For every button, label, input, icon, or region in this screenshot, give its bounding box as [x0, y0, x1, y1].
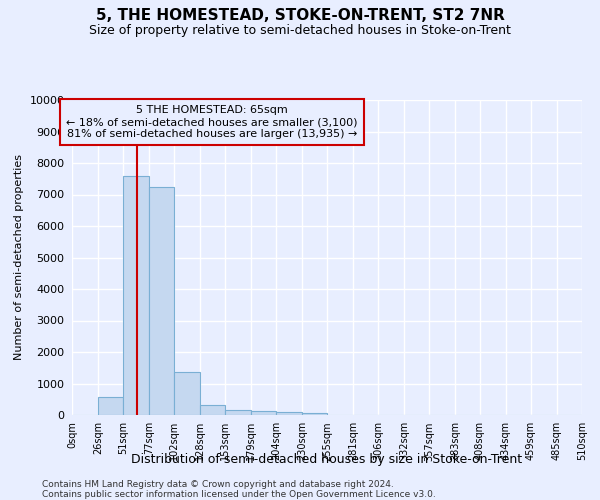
Bar	[302, 414, 327, 415]
Bar	[149, 186, 174, 415]
Bar	[98, 398, 123, 415]
Text: 5, THE HOMESTEAD, STOKE-ON-TRENT, ST2 7NR: 5, THE HOMESTEAD, STOKE-ON-TRENT, ST2 7N…	[95, 8, 505, 22]
Y-axis label: Number of semi-detached properties: Number of semi-detached properties	[14, 154, 24, 360]
Bar	[276, 412, 302, 415]
Bar	[123, 176, 149, 415]
Text: Contains HM Land Registry data © Crown copyright and database right 2024.
Contai: Contains HM Land Registry data © Crown c…	[42, 480, 436, 499]
Bar	[225, 410, 251, 415]
Text: Distribution of semi-detached houses by size in Stoke-on-Trent: Distribution of semi-detached houses by …	[131, 452, 523, 466]
Bar	[200, 405, 225, 415]
Bar	[251, 411, 276, 415]
Bar	[174, 372, 200, 415]
Text: 5 THE HOMESTEAD: 65sqm
← 18% of semi-detached houses are smaller (3,100)
81% of : 5 THE HOMESTEAD: 65sqm ← 18% of semi-det…	[66, 106, 358, 138]
Text: Size of property relative to semi-detached houses in Stoke-on-Trent: Size of property relative to semi-detach…	[89, 24, 511, 37]
